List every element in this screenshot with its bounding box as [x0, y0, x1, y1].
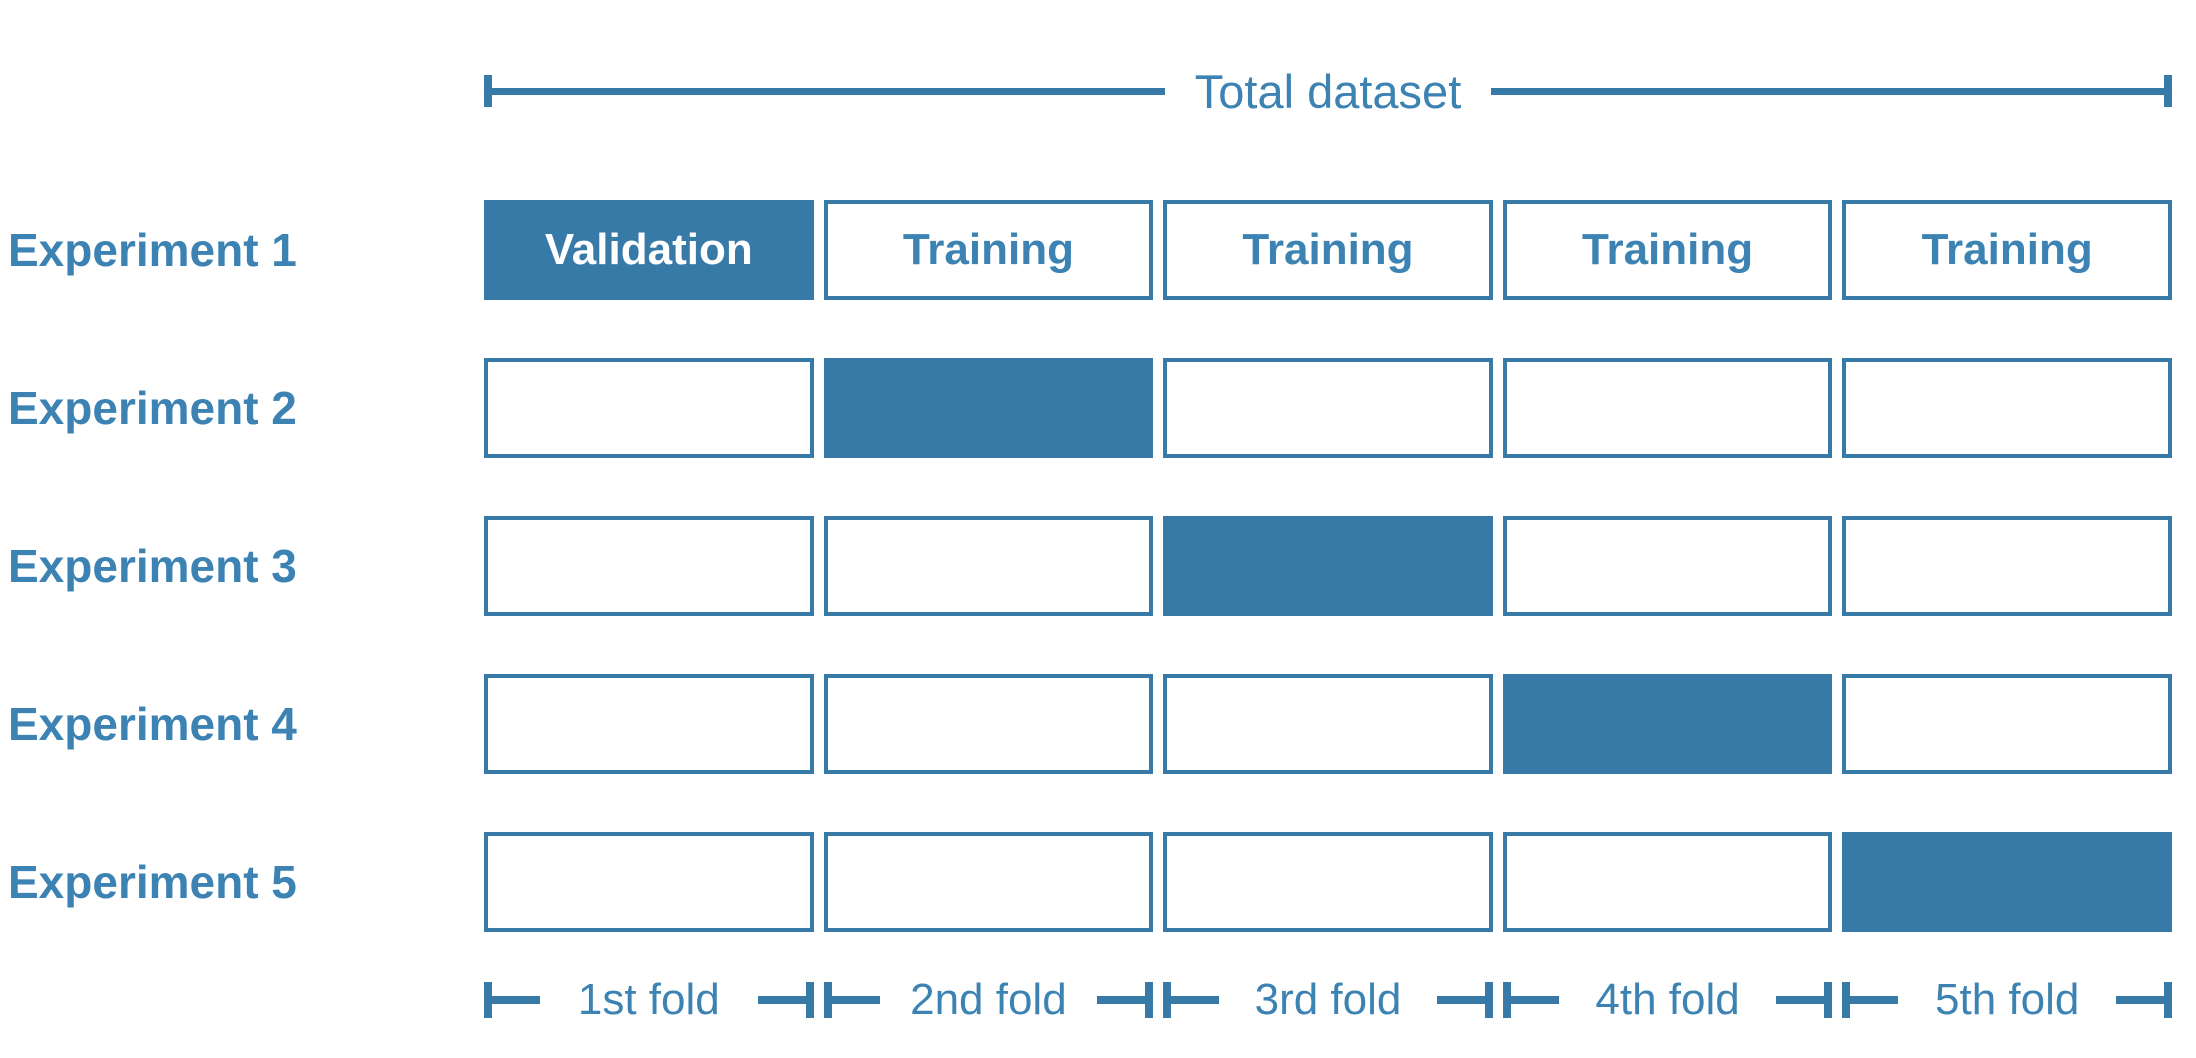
fold-3-label: 3rd fold [1254, 975, 1402, 1024]
fold-end-marker-icon [1776, 982, 1833, 1018]
fold-range-4: 4th fold [1502, 956, 1833, 1044]
fold-cell-validation [1842, 832, 2172, 932]
fold-end-marker-icon [757, 982, 814, 1018]
experiment-2-label: Experiment 2 [8, 382, 297, 434]
fold-range-3: 3rd fold [1163, 956, 1493, 1044]
range-line-right [1491, 87, 2165, 95]
experiment-1-cells: Validation Training Training Training Tr… [484, 200, 2172, 300]
fold-end-marker-icon [1436, 982, 1493, 1018]
fold-cell-training: Training [1163, 200, 1493, 300]
fold-start-marker-icon [1842, 982, 1899, 1018]
fold-start-marker-icon [1502, 982, 1559, 1018]
fold-cell [1842, 516, 2172, 616]
fold-cell-validation: Validation [484, 200, 814, 300]
experiment-row-5: Experiment 5 [0, 832, 2196, 932]
experiment-1-label: Experiment 1 [8, 224, 297, 276]
fold-cell-validation [1502, 674, 1833, 774]
experiment-3-cells [484, 516, 2172, 616]
fold-cell [1842, 674, 2172, 774]
fold-end-marker-icon [2115, 982, 2172, 1018]
range-start-tick-icon [484, 75, 492, 107]
range-end-tick-icon [2164, 75, 2173, 107]
fold-cell [484, 832, 814, 932]
fold-1-label: 1st fold [577, 975, 720, 1024]
experiment-row-3: Experiment 3 [0, 516, 2196, 616]
fold-range-1: 1st fold [484, 956, 814, 1044]
total-dataset-bracket: Total dataset [484, 52, 2173, 130]
fold-5-label: 5th fold [1935, 975, 2080, 1024]
fold-cell-training: Training [1502, 200, 1833, 300]
fold-cell [823, 516, 1154, 616]
fold-cell [1163, 832, 1493, 932]
fold-cell-validation [823, 358, 1154, 458]
fold-cell [1502, 516, 1833, 616]
fold-cell [1842, 358, 2172, 458]
experiment-5-cells [484, 832, 2172, 932]
fold-cell [823, 832, 1154, 932]
fold-cell [484, 674, 814, 774]
fold-2-label: 2nd fold [910, 975, 1067, 1024]
fold-range-5: 5th fold [1842, 956, 2172, 1044]
fold-cell-training: Training [1842, 200, 2172, 300]
fold-cell [1502, 358, 1833, 458]
experiment-4-label: Experiment 4 [8, 698, 297, 750]
experiment-3-label: Experiment 3 [8, 540, 297, 592]
fold-cell-training: Training [823, 200, 1154, 300]
fold-end-marker-icon [1097, 982, 1154, 1018]
fold-cell-validation [1163, 516, 1493, 616]
total-dataset-title: Total dataset [1194, 64, 1462, 118]
fold-cell [1163, 358, 1493, 458]
fold-cell [1163, 674, 1493, 774]
fold-cell [484, 358, 814, 458]
range-line-left [492, 87, 1165, 95]
fold-start-marker-icon [823, 982, 880, 1018]
fold-4-label: 4th fold [1595, 975, 1740, 1024]
experiment-row-4: Experiment 4 [0, 674, 2196, 774]
experiment-row-1: Experiment 1 Validation Training Trainin… [0, 200, 2196, 300]
experiment-4-cells [484, 674, 2172, 774]
fold-axis: 1st fold 2nd fold 3rd fold 4th fold 5th … [484, 956, 2172, 1044]
fold-cell [1502, 832, 1833, 932]
fold-cell [823, 674, 1154, 774]
experiment-5-label: Experiment 5 [8, 856, 297, 908]
fold-cell [484, 516, 814, 616]
experiment-2-cells [484, 358, 2172, 458]
fold-start-marker-icon [484, 982, 540, 1018]
fold-range-2: 2nd fold [823, 956, 1154, 1044]
experiment-row-2: Experiment 2 [0, 358, 2196, 458]
fold-start-marker-icon [1163, 982, 1220, 1018]
